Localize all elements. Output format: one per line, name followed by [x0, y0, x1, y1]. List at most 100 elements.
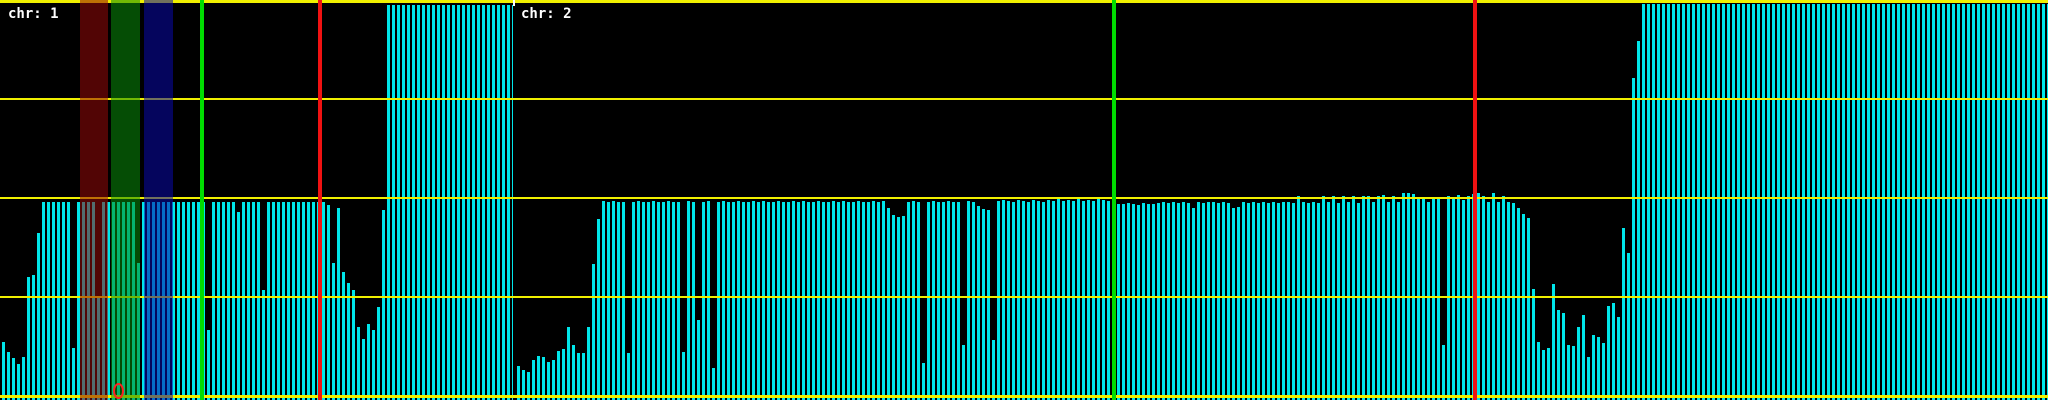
coverage-bar [1057, 199, 1060, 400]
coverage-bar [1272, 202, 1275, 400]
coverage-bar [877, 202, 880, 400]
coverage-bar [1517, 208, 1520, 400]
green-marker-chr1 [200, 0, 204, 400]
coverage-bar [1717, 4, 1720, 400]
coverage-bar [1462, 200, 1465, 400]
coverage-bar [737, 201, 740, 400]
coverage-bar [507, 5, 510, 400]
coverage-bar [677, 202, 680, 400]
coverage-bar [1292, 203, 1295, 400]
coverage-bar [262, 290, 265, 400]
coverage-bar [62, 202, 65, 400]
coverage-bar [302, 202, 305, 400]
coverage-bar [1867, 4, 1870, 400]
coverage-bar [557, 351, 560, 400]
coverage-bar [1122, 204, 1125, 400]
coverage-bar [1707, 4, 1710, 400]
coverage-bar [1657, 4, 1660, 400]
coverage-bar [2, 342, 5, 400]
coverage-bar [1327, 202, 1330, 400]
coverage-bar [1312, 202, 1315, 400]
coverage-bar [1777, 4, 1780, 400]
coverage-bar [1672, 4, 1675, 400]
coverage-bar [1082, 201, 1085, 400]
coverage-bar [1642, 4, 1645, 400]
coverage-bar [847, 202, 850, 400]
coverage-bar [422, 5, 425, 400]
coverage-bar [1222, 202, 1225, 400]
coverage-bar [1212, 202, 1215, 400]
coverage-bar [897, 217, 900, 400]
coverage-bar [537, 356, 540, 400]
coverage-bar [1187, 203, 1190, 400]
coverage-bar [1932, 4, 1935, 400]
coverage-bar [582, 353, 585, 400]
coverage-bar [1957, 4, 1960, 400]
coverage-bar [1557, 310, 1560, 400]
coverage-bar [442, 5, 445, 400]
coverage-bar [1892, 4, 1895, 400]
coverage-bar [1982, 4, 1985, 400]
coverage-bar [1062, 201, 1065, 400]
coverage-bar [1397, 202, 1400, 400]
coverage-bar [1652, 4, 1655, 400]
green-marker-chr2 [1112, 0, 1116, 400]
coverage-bar [1587, 357, 1590, 400]
coverage-bar [1007, 201, 1010, 400]
green-band [111, 0, 140, 400]
coverage-bar [1467, 196, 1470, 400]
coverage-bar [922, 363, 925, 400]
coverage-bar [1532, 289, 1535, 400]
coverage-bar [1692, 4, 1695, 400]
coverage-bar [1277, 203, 1280, 400]
coverage-bar [377, 307, 380, 400]
coverage-bar [1677, 4, 1680, 400]
coverage-bar [882, 201, 885, 400]
coverage-bar [502, 5, 505, 400]
coverage-bar [7, 352, 10, 400]
gridline [0, 395, 2048, 398]
coverage-bar [42, 202, 45, 400]
coverage-bar [947, 201, 950, 400]
coverage-bar [1837, 4, 1840, 400]
coverage-bar [332, 263, 335, 400]
coverage-bar [1727, 4, 1730, 400]
coverage-bar [247, 202, 250, 400]
coverage-bar [517, 366, 520, 400]
coverage-bar [907, 202, 910, 400]
coverage-bar [322, 202, 325, 400]
coverage-bar [1012, 202, 1015, 400]
coverage-bar [1812, 4, 1815, 400]
coverage-bar [1257, 203, 1260, 400]
coverage-bar [1887, 4, 1890, 400]
coverage-bar [542, 357, 545, 400]
coverage-bar [1862, 4, 1865, 400]
coverage-bar [1667, 4, 1670, 400]
coverage-bar [837, 202, 840, 400]
coverage-bar [1432, 198, 1435, 400]
coverage-bar [1427, 202, 1430, 400]
coverage-bar [647, 202, 650, 400]
coverage-bar [2007, 4, 2010, 400]
coverage-bar [1522, 214, 1525, 400]
coverage-bar [1702, 4, 1705, 400]
coverage-bar [2002, 4, 2005, 400]
coverage-bar [1627, 253, 1630, 400]
coverage-bar [207, 330, 210, 400]
maroon-band [80, 0, 108, 400]
coverage-bar [1977, 4, 1980, 400]
coverage-bar [1052, 201, 1055, 400]
coverage-bar [1252, 202, 1255, 400]
coverage-bar [1807, 4, 1810, 400]
coverage-bar [2032, 4, 2035, 400]
coverage-bar [1882, 4, 1885, 400]
coverage-bar [357, 327, 360, 400]
coverage-bar [1157, 203, 1160, 400]
coverage-bar [572, 345, 575, 400]
coverage-bar [577, 353, 580, 400]
coverage-bar [1362, 196, 1365, 400]
coverage-bar [1967, 4, 1970, 400]
coverage-bar [602, 201, 605, 400]
panel-separator [513, 0, 516, 400]
coverage-bar [342, 272, 345, 400]
